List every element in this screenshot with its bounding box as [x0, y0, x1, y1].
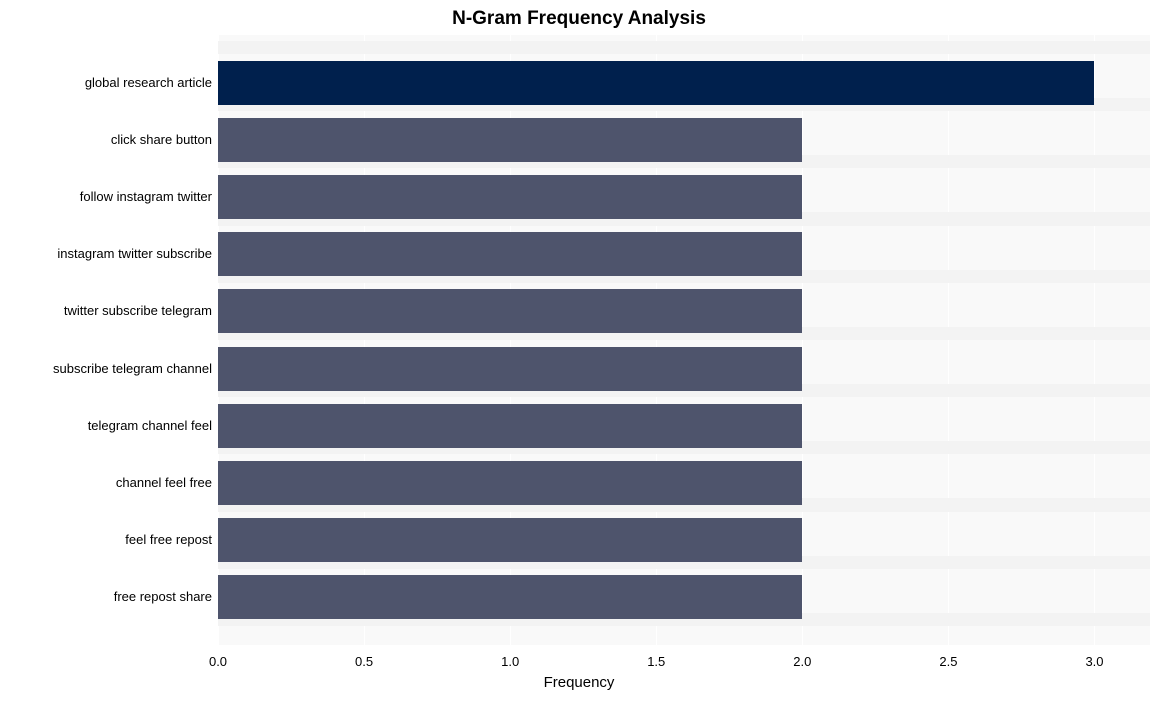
x-tick-label: 0.5	[355, 654, 373, 669]
chart-title: N-Gram Frequency Analysis	[0, 8, 1158, 30]
y-tick-label: click share button	[2, 133, 212, 146]
y-tick-label: global research article	[2, 76, 212, 89]
ngram-chart: N-Gram Frequency Analysis Frequency glob…	[0, 0, 1158, 701]
x-gridline	[802, 35, 803, 645]
x-tick-label: 1.5	[647, 654, 665, 669]
bar	[218, 404, 802, 448]
bar	[218, 575, 802, 619]
x-tick-label: 0.0	[209, 654, 227, 669]
bar	[218, 175, 802, 219]
bar	[218, 461, 802, 505]
y-tick-label: instagram twitter subscribe	[2, 247, 212, 260]
y-tick-label: twitter subscribe telegram	[2, 304, 212, 317]
bar	[218, 61, 1094, 105]
bar	[218, 118, 802, 162]
x-axis-title: Frequency	[0, 674, 1158, 691]
y-tick-label: subscribe telegram channel	[2, 362, 212, 375]
x-tick-label: 2.0	[793, 654, 811, 669]
x-tick-label: 3.0	[1085, 654, 1103, 669]
x-gridline	[948, 35, 949, 645]
bar	[218, 518, 802, 562]
bar	[218, 347, 802, 391]
y-tick-label: free repost share	[2, 590, 212, 603]
x-gridline	[1094, 35, 1095, 645]
row-band	[218, 41, 1150, 54]
plot-area	[218, 35, 1150, 645]
x-tick-label: 2.5	[939, 654, 957, 669]
y-tick-label: follow instagram twitter	[2, 190, 212, 203]
y-tick-label: feel free repost	[2, 533, 212, 546]
bar	[218, 289, 802, 333]
bar	[218, 232, 802, 276]
x-tick-label: 1.0	[501, 654, 519, 669]
y-tick-label: telegram channel feel	[2, 419, 212, 432]
y-tick-label: channel feel free	[2, 476, 212, 489]
